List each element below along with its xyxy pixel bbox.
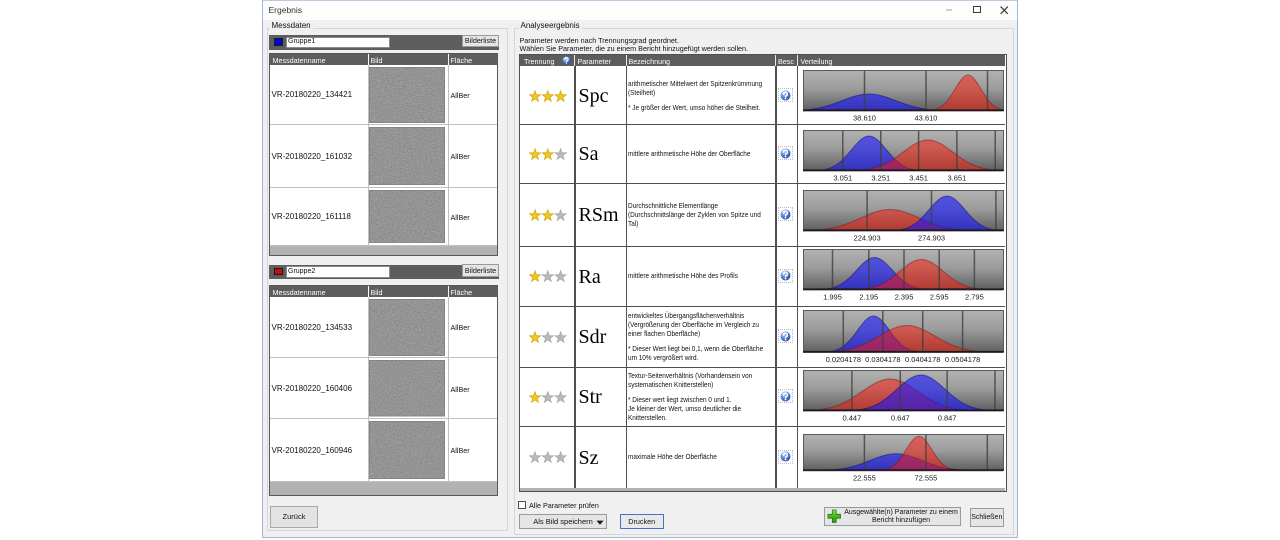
svg-text:2.795: 2.795: [965, 292, 984, 301]
svg-text:0.447: 0.447: [842, 413, 861, 422]
svg-text:43.610: 43.610: [914, 113, 937, 122]
svg-text:274.903: 274.903: [917, 234, 944, 243]
svg-text:0.0304178: 0.0304178: [865, 355, 900, 364]
svg-text:224.903: 224.903: [853, 234, 880, 243]
svg-text:2.195: 2.195: [859, 292, 878, 301]
svg-text:0.847: 0.847: [937, 413, 956, 422]
svg-text:72.555: 72.555: [914, 473, 937, 482]
svg-text:1.995: 1.995: [823, 292, 842, 301]
svg-text:2.395: 2.395: [894, 292, 913, 301]
svg-text:0.0404178: 0.0404178: [904, 355, 939, 364]
svg-text:38.610: 38.610: [853, 113, 876, 122]
svg-text:0.0504178: 0.0504178: [944, 355, 979, 364]
svg-text:0.647: 0.647: [890, 413, 909, 422]
svg-text:3.651: 3.651: [947, 173, 966, 182]
svg-text:22.555: 22.555: [852, 473, 875, 482]
svg-text:3.451: 3.451: [909, 173, 928, 182]
svg-text:2.595: 2.595: [929, 292, 948, 301]
svg-text:3.251: 3.251: [871, 173, 890, 182]
svg-text:3.051: 3.051: [833, 173, 852, 182]
svg-text:0.0204178: 0.0204178: [825, 355, 860, 364]
